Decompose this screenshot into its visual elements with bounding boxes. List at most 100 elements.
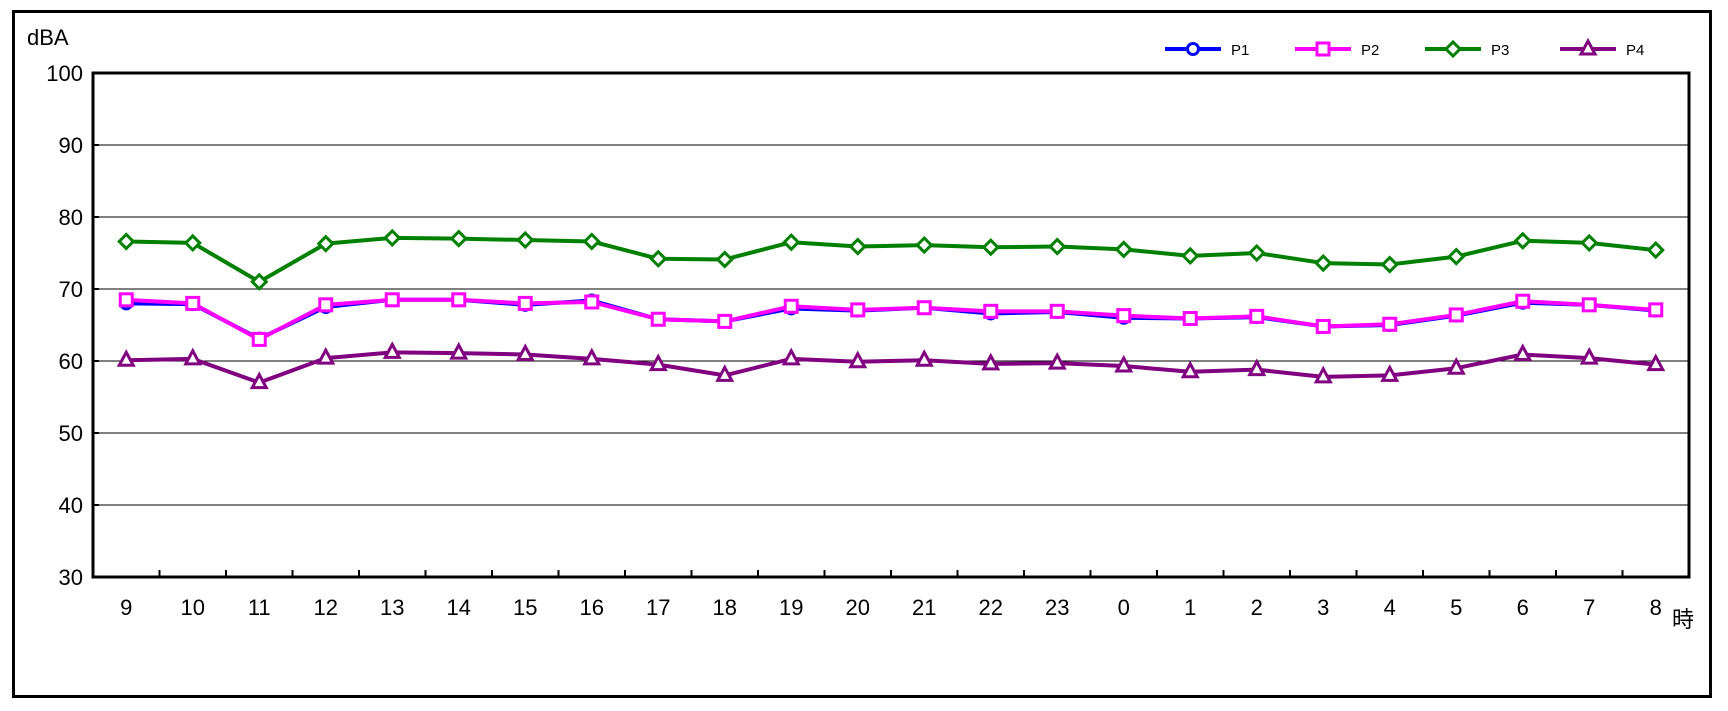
legend-label: P4 [1626,42,1644,59]
data-point [1515,293,1531,309]
data-point [1579,346,1599,365]
x-axis: 9 10 11 12 13 14 15 16 17 18 19 20 21 22 23 0 1 2 3 4 5 6 7 8 [120,570,1662,620]
data-point [582,347,602,366]
x-tick-label: 11 [248,595,271,620]
data-point [382,341,402,359]
data-point [1447,247,1466,266]
x-tick-label: 16 [580,595,604,620]
data-point [650,311,666,327]
data-point [981,238,1000,257]
data-point [1114,240,1133,259]
data-point [250,272,269,291]
legend: P1 P2 P3 P4 [1165,37,1644,59]
x-tick-label: 23 [1045,595,1069,620]
x-tick-label: 7 [1583,595,1595,620]
series-p2 [118,292,1664,347]
data-point [914,349,934,367]
x-tick-label: 5 [1450,595,1462,620]
legend-item-p1: P1 [1165,42,1249,59]
data-point [118,292,134,308]
data-point [582,232,601,251]
data-point [185,295,201,311]
data-point [316,234,335,253]
data-point [915,235,934,255]
data-point [1249,308,1265,324]
x-tick-label: 4 [1384,595,1396,620]
series-layer [116,228,1666,390]
data-point [1247,243,1266,263]
x-tick-label: 18 [713,595,737,620]
data-point [1380,255,1399,274]
x-tick-label: 19 [779,595,803,620]
legend-label: P2 [1361,42,1379,59]
data-point [1182,311,1198,327]
data-point [848,350,868,369]
y-tick-label: 100 [46,61,83,86]
data-point [183,347,203,366]
data-point [1181,246,1200,266]
series-p4 [116,341,1666,390]
data-point [584,294,600,310]
data-point [383,228,402,248]
legend-label: P1 [1231,42,1249,59]
data-point [1646,353,1666,372]
data-point [648,353,668,372]
x-tick-label: 3 [1317,595,1329,620]
data-point [783,298,799,314]
x-tick-label: 2 [1251,595,1263,620]
y-tick-label: 70 [59,277,83,302]
data-point [715,364,735,382]
data-point [717,313,733,329]
data-point [1049,303,1065,319]
data-point [1443,39,1463,59]
data-point [316,346,336,365]
grid-layer [93,144,1689,506]
chart-frame: 30 40 50 60 70 80 90 100 9 10 11 12 13 14 15 16 17 18 19 2… [12,10,1712,698]
plot-area-border [91,71,1691,579]
data-point [1048,237,1067,256]
data-point [850,302,866,318]
data-point [1513,343,1533,362]
x-tick-label: 20 [846,595,870,620]
x-tick-label: 1 [1184,595,1196,620]
data-point [183,233,202,253]
data-point [1314,253,1333,273]
data-point [1446,357,1466,375]
data-point [451,292,467,308]
x-axis-title: 時 [1672,607,1694,632]
data-point [782,233,801,252]
data-point [1380,364,1400,382]
data-point [1116,308,1132,324]
x-tick-label: 10 [181,595,205,620]
x-tick-label: 13 [380,595,404,620]
data-point [1580,233,1599,253]
y-axis-title: dBA [27,25,69,50]
data-point [1648,302,1664,318]
y-tick-label: 60 [59,349,83,374]
legend-item-p4: P4 [1560,37,1644,59]
x-tick-label: 6 [1517,595,1529,620]
series-line [126,350,1656,385]
series-line [126,297,1656,342]
data-point [449,229,468,248]
y-tick-label: 50 [59,421,83,446]
y-tick-label: 30 [59,565,83,590]
data-point [1382,316,1398,332]
data-point [1448,307,1464,323]
data-point [449,341,469,360]
data-point [1581,297,1597,313]
data-point [1315,318,1331,334]
x-tick-label: 0 [1118,595,1130,620]
data-point [384,292,400,308]
data-point [981,352,1001,371]
legend-label: P3 [1491,42,1509,59]
data-point [1578,37,1598,56]
data-point [515,343,535,362]
data-point [983,303,999,319]
data-point [916,300,932,316]
data-point [1247,358,1267,377]
data-point [848,237,867,256]
x-tick-label: 22 [979,595,1003,620]
data-point [1646,240,1665,260]
x-tick-label: 9 [120,595,132,620]
